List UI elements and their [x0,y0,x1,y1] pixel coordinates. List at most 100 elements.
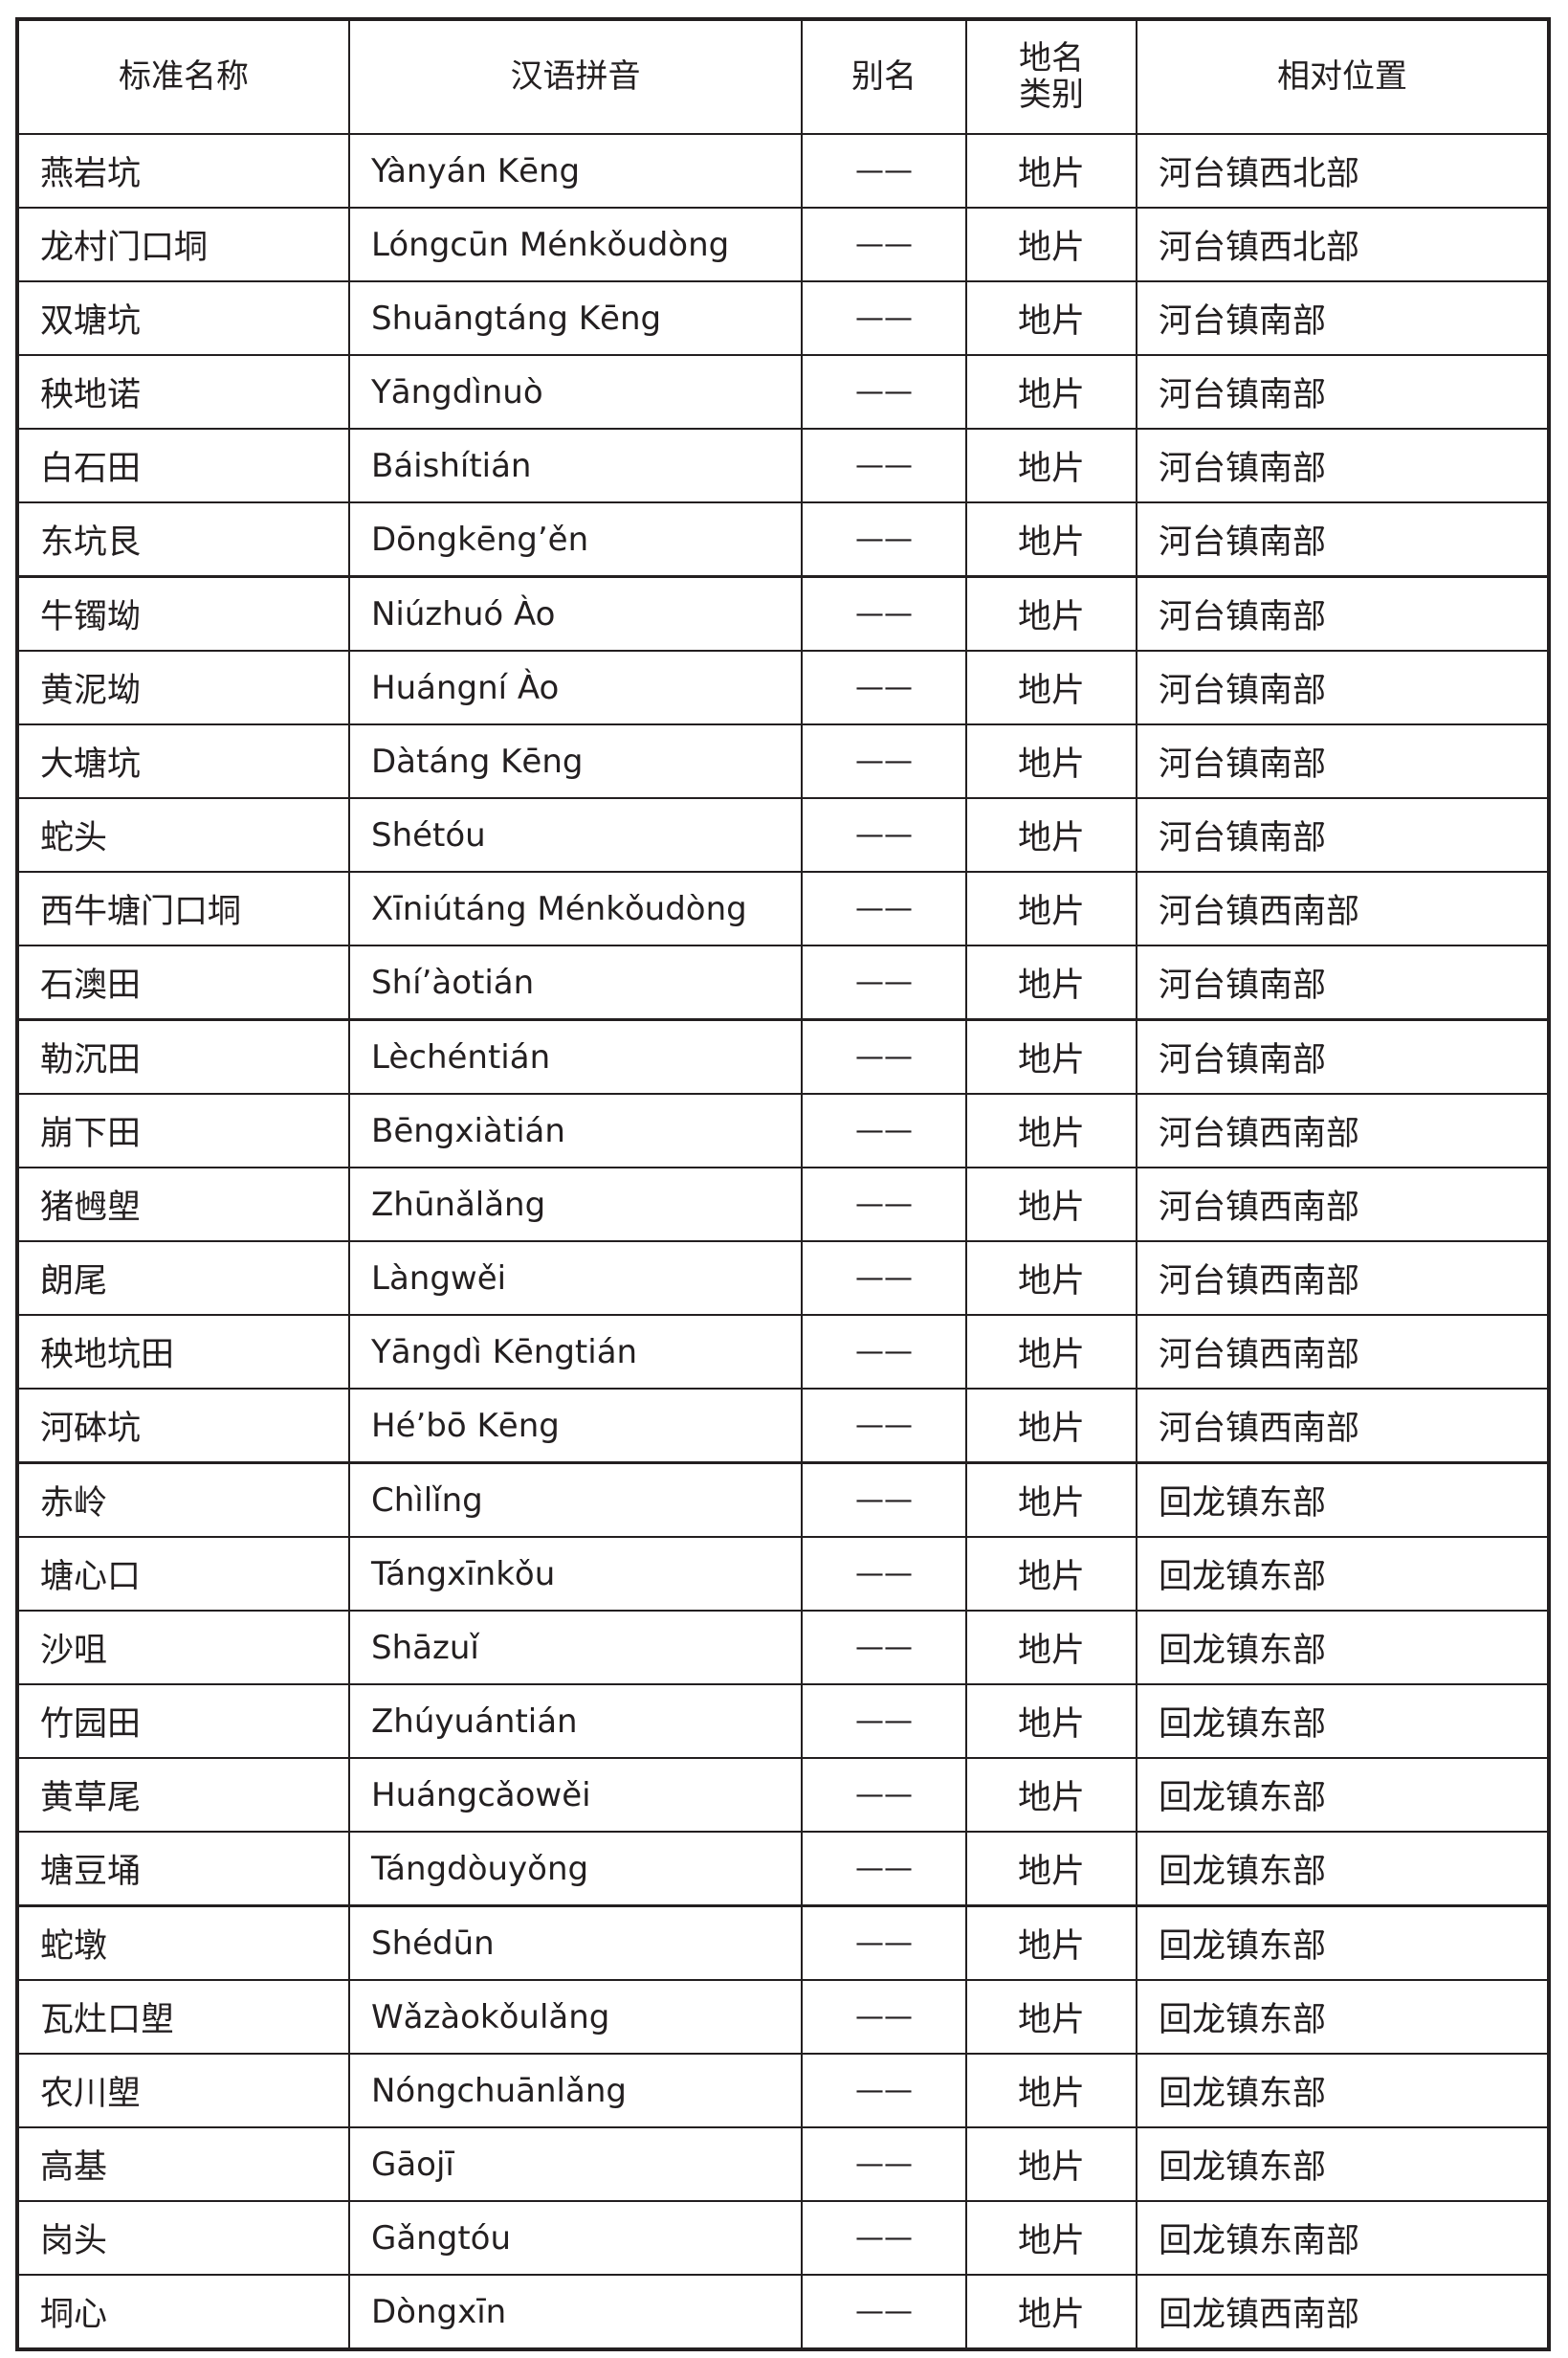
cell-location: 河台镇南部 [1136,575,1550,652]
table-row: 赤岭 Chìlǐng —— 地片 回龙镇东部 [16,1461,1550,1538]
cell-standard-name: 瓦灶口塱 [16,1979,350,2055]
cell-type: 地片 [965,2274,1137,2351]
cell-type: 地片 [965,2126,1137,2202]
cell-alias: —— [801,1093,967,1168]
header-standard-name: 标准名称 [16,18,350,135]
cell-pinyin: Huángcǎowěi [348,1757,803,1833]
header-location: 相对位置 [1136,18,1550,135]
cell-standard-name: 农川塱 [16,2053,350,2128]
cell-alias: —— [801,650,967,725]
cell-type: 地片 [965,1388,1137,1464]
cell-pinyin: Yāngdì Kēngtián [348,1314,803,1390]
cell-type: 地片 [965,1904,1137,1981]
cell-location: 回龙镇东部 [1136,1461,1550,1538]
table-row: 秧地坑田 Yāngdì Kēngtián —— 地片 河台镇西南部 [16,1314,1550,1390]
cell-alias: —— [801,1314,967,1390]
cell-standard-name: 白石田 [16,428,350,503]
cell-location: 河台镇西南部 [1136,1093,1550,1168]
cell-alias: —— [801,575,967,652]
cell-alias: —— [801,723,967,799]
table-row: 瓦灶口塱 Wǎzàokǒulǎng —— 地片 回龙镇东部 [16,1979,1550,2055]
cell-pinyin: Shí’àotián [348,945,803,1021]
cell-standard-name: 大塘坑 [16,723,350,799]
cell-pinyin: Wǎzàokǒulǎng [348,1979,803,2055]
cell-location: 回龙镇东部 [1136,1536,1550,1612]
cell-location: 河台镇西南部 [1136,1240,1550,1316]
table-row: 龙村门口垌 Lóngcūn Ménkǒudòng —— 地片 河台镇西北部 [16,207,1550,282]
cell-pinyin: Yànyán Kēng [348,133,803,209]
cell-type: 地片 [965,945,1137,1021]
cell-type: 地片 [965,1461,1137,1538]
cell-pinyin: Nóngchuānlǎng [348,2053,803,2128]
table-body: 燕岩坑 Yànyán Kēng —— 地片 河台镇西北部 龙村门口垌 Lóngcūn Mén… [16,133,1550,2351]
cell-pinyin: Bēngxiàtián [348,1093,803,1168]
cell-alias: —— [801,945,967,1021]
cell-alias: —— [801,2200,967,2276]
table-row: 竹园田 Zhúyuántián —— 地片 回龙镇东部 [16,1683,1550,1759]
cell-location: 河台镇南部 [1136,280,1550,356]
cell-pinyin: Tángxīnkǒu [348,1536,803,1612]
cell-location: 回龙镇东部 [1136,1979,1550,2055]
cell-pinyin: Shuāngtáng Kēng [348,280,803,356]
table-row: 沙咀 Shāzuǐ —— 地片 回龙镇东部 [16,1610,1550,1685]
cell-alias: —— [801,2126,967,2202]
cell-pinyin: Dòngxīn [348,2274,803,2351]
cell-type: 地片 [965,2053,1137,2128]
cell-type: 地片 [965,1018,1137,1095]
cell-type: 地片 [965,1536,1137,1612]
cell-standard-name: 勒沉田 [16,1018,350,1095]
table-row: 塘心口 Tángxīnkǒu —— 地片 回龙镇东部 [16,1536,1550,1612]
cell-location: 河台镇南部 [1136,1018,1550,1095]
table-row: 崩下田 Bēngxiàtián —— 地片 河台镇西南部 [16,1093,1550,1168]
cell-pinyin: Niúzhuó Ào [348,575,803,652]
cell-alias: —— [801,871,967,946]
cell-pinyin: Chìlǐng [348,1461,803,1538]
table-row: 石澳田 Shí’àotián —— 地片 河台镇南部 [16,945,1550,1021]
cell-standard-name: 蛇头 [16,797,350,873]
cell-location: 河台镇西南部 [1136,871,1550,946]
cell-location: 回龙镇东部 [1136,1610,1550,1685]
cell-type: 地片 [965,354,1137,430]
cell-standard-name: 竹园田 [16,1683,350,1759]
cell-standard-name: 黄泥坳 [16,650,350,725]
table-row: 牛镯坳 Niúzhuó Ào —— 地片 河台镇南部 [16,575,1550,652]
place-names-table: 标准名称 汉语拼音 别名 地名 类别 相对位置 燕岩坑 Yànyán Kēng —— 地… [15,17,1551,2351]
cell-standard-name: 东坑艮 [16,501,350,578]
cell-alias: —— [801,133,967,209]
table-row: 白石田 Báishítián —— 地片 河台镇南部 [16,428,1550,503]
cell-standard-name: 垌心 [16,2274,350,2351]
cell-alias: —— [801,1831,967,1907]
cell-type: 地片 [965,133,1137,209]
cell-pinyin: Shāzuǐ [348,1610,803,1685]
header-type-line1: 地名 [1019,39,1084,78]
cell-alias: —— [801,1536,967,1612]
table-row: 勒沉田 Lèchéntián —— 地片 河台镇南部 [16,1018,1550,1095]
header-type: 地名 类别 [965,18,1137,135]
cell-location: 河台镇南部 [1136,501,1550,578]
cell-standard-name: 龙村门口垌 [16,207,350,282]
cell-alias: —— [801,1610,967,1685]
table-row: 黄草尾 Huángcǎowěi —— 地片 回龙镇东部 [16,1757,1550,1833]
cell-type: 地片 [965,1167,1137,1242]
cell-standard-name: 河砵坑 [16,1388,350,1464]
cell-location: 回龙镇东部 [1136,1904,1550,1981]
table-row: 秧地诺 Yāngdìnuò —— 地片 河台镇南部 [16,354,1550,430]
cell-location: 河台镇西南部 [1136,1388,1550,1464]
cell-pinyin: Hé’bō Kēng [348,1388,803,1464]
cell-standard-name: 燕岩坑 [16,133,350,209]
cell-pinyin: Xīniútáng Ménkǒudòng [348,871,803,946]
cell-standard-name: 石澳田 [16,945,350,1021]
cell-type: 地片 [965,871,1137,946]
cell-alias: —— [801,207,967,282]
cell-location: 回龙镇东部 [1136,1757,1550,1833]
table-row: 西牛塘门口垌 Xīniútáng Ménkǒudòng —— 地片 河台镇西南部 [16,871,1550,946]
cell-type: 地片 [965,575,1137,652]
cell-pinyin: Yāngdìnuò [348,354,803,430]
cell-alias: —— [801,1683,967,1759]
cell-standard-name: 猪乸塱 [16,1167,350,1242]
cell-alias: —— [801,428,967,503]
table-row: 塘豆埇 Tángdòuyǒng —— 地片 回龙镇东部 [16,1831,1550,1907]
cell-pinyin: Shédūn [348,1904,803,1981]
table-row: 农川塱 Nóngchuānlǎng —— 地片 回龙镇东部 [16,2053,1550,2128]
table-row: 蛇头 Shétóu —— 地片 河台镇南部 [16,797,1550,873]
